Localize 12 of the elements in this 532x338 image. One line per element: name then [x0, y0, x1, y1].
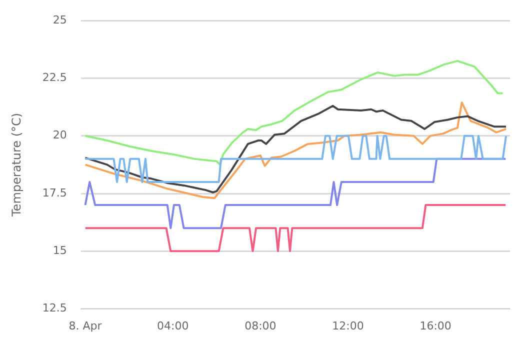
y-tick-label: 17.5: [42, 186, 67, 200]
y-tick-label: 20: [52, 128, 67, 142]
x-tick-label: 08:00: [244, 319, 276, 332]
y-axis-title: Temperature (°C): [9, 112, 24, 218]
y-tick-label: 15: [52, 244, 67, 258]
x-tick-label: 12:00: [332, 319, 364, 332]
x-tick-label: 04:00: [156, 319, 189, 332]
x-tick-label: 16:00: [420, 319, 452, 332]
y-tick-label: 25: [52, 13, 67, 26]
y-tick-label: 22.5: [42, 71, 67, 84]
y-tick-label: 12.5: [42, 302, 67, 315]
x-tick-label: 8. Apr: [68, 319, 102, 332]
